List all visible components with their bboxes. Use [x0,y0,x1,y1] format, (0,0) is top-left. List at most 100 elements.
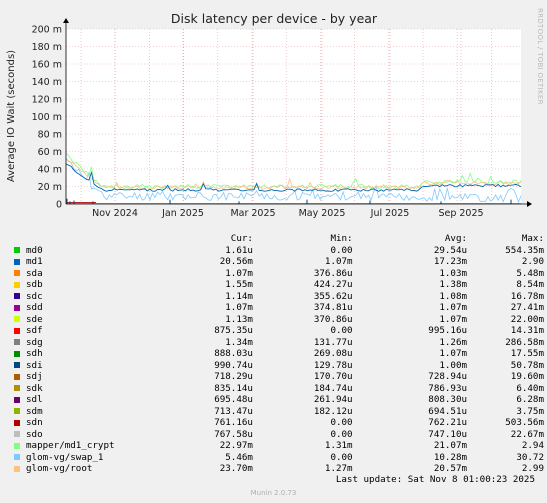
legend-swatch [14,362,20,369]
legend-row: md0 1.61u 0.00 29.54u 554.35m [14,245,544,257]
legend-swatch [14,385,20,392]
legend-min: 355.62u [313,290,353,302]
rrdtool-credit: RRDTOOL / TOBI OETIKER [536,8,544,105]
legend-cur: 1.07m [225,302,253,314]
legend-name: glom-vg/swap_1 [26,451,104,463]
legend-cur: 990.74u [214,359,253,371]
legend-cur: 875.35u [214,325,253,337]
plot-area [66,29,521,204]
series-lines [65,153,522,204]
legend-row: sdf 875.35u 0.00 995.16u 14.31m [14,325,544,337]
legend-max: 16.78m [510,290,544,302]
legend-row: glom-vg/swap_1 5.46m 0.00 10.28m 30.72 [14,452,544,464]
legend-swatch [14,442,20,449]
legend-avg: 1.08m [439,290,468,302]
legend-name: sde [26,313,43,325]
legend-min: 184.74u [313,382,353,394]
x-tick-label: May 2025 [299,208,346,219]
legend-max: 14.31m [510,325,544,337]
legend-row: sdk 835.14u 184.74u 786.93u 6.40m [14,383,544,395]
legend-name: sdh [26,348,43,360]
legend-name: sdo [26,428,43,440]
legend-rows: md0 1.61u 0.00 29.54u 554.35m md1 20.56m 1.07m 1… [14,245,544,475]
legend-max: 5.48m [516,267,544,279]
legend-row: sdb 1.55m 424.27u 1.38m 8.54m [14,279,544,291]
y-tick-label: 40 m [38,165,62,176]
legend-cur: 695.48u [214,394,253,406]
legend-cur: 767.58u [214,428,253,440]
legend-row: sdh 888.03u 269.08u 1.07m 17.55m [14,348,544,360]
legend-row: sde 1.13m 370.86u 1.07m 22.00m [14,314,544,326]
legend-swatch [14,465,20,472]
legend-swatch [14,454,20,461]
legend-name: glom-vg/root [26,463,93,475]
legend-cur: 1.61u [225,244,253,256]
legend-max: 17.55m [510,348,544,360]
legend-swatch [14,281,20,288]
legend-avg: 1.38m [439,279,468,291]
legend-name: sdj [26,371,43,383]
legend-cur: 1.34m [225,336,253,348]
legend-name: sdn [26,417,43,429]
legend-name: mapper/md1_crypt [26,440,115,452]
legend-avg: 1.07m [439,302,468,314]
legend-max: 19.60m [510,371,544,383]
legend-cur: 23.70m [219,463,253,475]
legend-min: 0.00 [330,428,353,440]
legend-avg: 1.07m [439,313,468,325]
y-tick-label: 60 m [38,147,62,158]
legend-max: 8.54m [516,279,544,291]
legend-max: 50.78m [510,359,544,371]
legend-swatch [14,316,20,323]
legend-min: 131.77u [313,336,353,348]
legend-max: 6.28m [516,394,544,406]
legend-avg: 1.03m [439,267,468,279]
legend-name: sdl [26,394,43,406]
legend-name: sda [26,267,43,279]
legend-name: sdf [26,325,43,337]
legend-swatch [14,373,20,380]
chart-title: Disk latency per device - by year [171,11,378,26]
legend-min: 0.00 [330,417,353,429]
legend-swatch [14,327,20,334]
y-tick-label: 100 m [32,112,62,123]
legend-min: 182.12u [313,405,353,417]
legend-max: 27.41m [510,302,544,314]
legend-swatch [14,419,20,426]
legend-name: sdd [26,302,43,314]
legend-name: sdc [26,290,43,302]
series-line-glom-vg-swap-1 [65,157,522,204]
legend-min: 269.08u [313,348,353,360]
legend-cur: 1.14m [225,290,253,302]
legend-row: md1 20.56m 1.07m 17.23m 2.90 [14,256,544,268]
y-axis-arrow [63,18,69,23]
legend-min: 376.86u [313,267,353,279]
y-tick-label: 180 m [32,42,62,53]
chart-canvas: Disk latency per device - by year Averag… [6,11,532,219]
y-tick-label: 140 m [32,77,62,88]
legend-min: 129.78u [313,359,353,371]
legend-avg: 728.94u [428,371,468,383]
legend-cur: 713.47u [214,405,253,417]
legend-max: 22.67m [510,428,544,440]
legend-swatch [14,339,20,346]
legend-cur: 5.46m [225,451,253,463]
y-tick-label: 0 [56,200,62,211]
col-avg: Avg: [444,233,468,245]
legend-max: 3.75m [516,405,544,417]
y-tick-label: 120 m [32,95,62,106]
legend-name: sdk [26,382,43,394]
legend-min: 170.70u [313,371,353,383]
legend-avg: 747.10u [428,428,468,440]
y-tick-label: 20 m [38,182,62,193]
legend-name: md0 [26,244,43,256]
legend-max: 2.99 [521,463,544,475]
legend-name: sdi [26,359,43,371]
legend-avg: 1.00m [439,359,468,371]
legend-swatch [14,247,20,254]
legend-max: 22.00m [510,313,544,325]
legend-header: Cur: Min: Avg: Max: [14,233,544,245]
legend-avg: 1.26m [439,336,468,348]
legend-swatch [14,270,20,277]
legend-name: sdb [26,279,43,291]
